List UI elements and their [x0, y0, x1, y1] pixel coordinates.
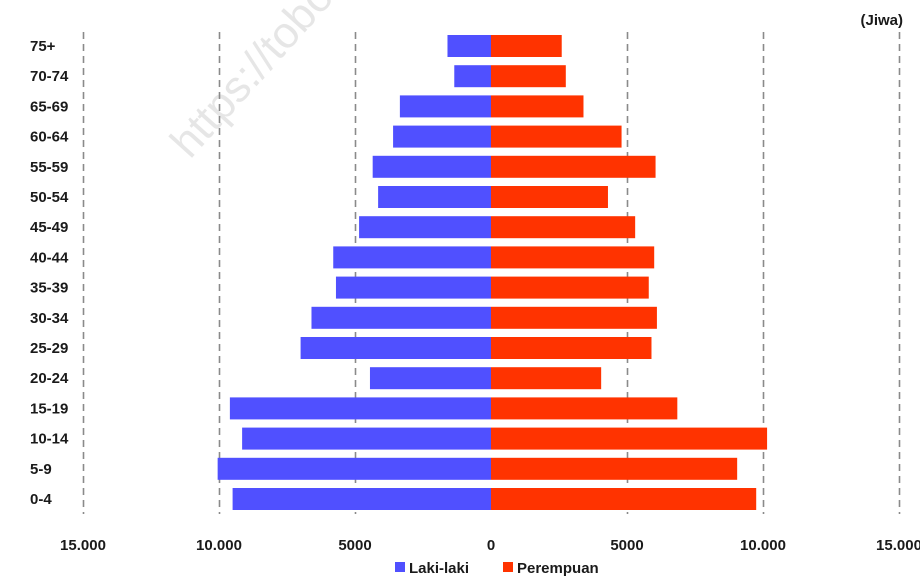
- watermark: https://tobo: [161, 0, 343, 167]
- bar-perempuan-70-74: [491, 65, 566, 88]
- y-tick-label: 25-29: [30, 340, 68, 357]
- bar-laki-laki-15-19: [229, 397, 491, 420]
- bar-laki-laki-10-14: [242, 427, 491, 450]
- bar-perempuan-45-49: [491, 216, 636, 239]
- legend-label-laki-laki: Laki-laki: [409, 560, 469, 577]
- bar-laki-laki-45-49: [359, 216, 491, 239]
- bar-perempuan-65-69: [491, 95, 584, 118]
- x-tick-label: 0: [487, 537, 495, 554]
- y-tick-label: 20-24: [30, 370, 69, 387]
- bar-laki-laki-25-29: [300, 337, 491, 359]
- y-tick-label: 60-64: [30, 129, 69, 146]
- bar-laki-laki-50-54: [378, 186, 491, 208]
- y-axis-labels: 0-4 5-9 10-14 15-19 20-24 25-29 30-34 35-39 40-4…: [30, 38, 69, 508]
- bar-perempuan-5-9: [491, 457, 738, 480]
- legend-swatch-laki-laki: [395, 562, 405, 572]
- bar-perempuan-60-64: [491, 125, 622, 148]
- bar-perempuan-50-54: [491, 186, 608, 208]
- x-tick-label: 5000: [610, 537, 643, 554]
- y-tick-label: 0-4: [30, 491, 52, 508]
- unit-label: (Jiwa): [860, 12, 903, 29]
- bar-laki-laki-75+: [447, 35, 491, 57]
- bar-perempuan-30-34: [491, 306, 657, 329]
- bar-laki-laki-70-74: [454, 65, 491, 88]
- bar-laki-laki-65-69: [399, 95, 491, 118]
- bar-perempuan-25-29: [491, 337, 652, 359]
- y-tick-label: 10-14: [30, 431, 69, 448]
- legend-label-perempuan: Perempuan: [517, 560, 599, 577]
- y-tick-label: 5-9: [30, 461, 52, 478]
- legend-swatch-perempuan: [503, 562, 513, 572]
- x-tick-label: 5000: [338, 537, 371, 554]
- y-tick-label: 35-39: [30, 280, 68, 297]
- bar-laki-laki-55-59: [372, 155, 491, 178]
- bar-perempuan-0-4: [491, 488, 757, 510]
- bar-laki-laki-40-44: [333, 246, 491, 269]
- bar-perempuan-75+: [491, 35, 562, 57]
- bar-laki-laki-30-34: [311, 306, 491, 329]
- legend: Laki-laki Perempuan: [395, 560, 599, 577]
- bars: [217, 35, 768, 510]
- x-tick-label: 15.000: [876, 537, 920, 554]
- bar-perempuan-55-59: [491, 155, 656, 178]
- y-tick-label: 15-19: [30, 400, 68, 417]
- bar-laki-laki-60-64: [393, 125, 491, 148]
- x-tick-label: 15.000: [60, 537, 106, 554]
- y-tick-label: 70-74: [30, 68, 69, 85]
- y-tick-label: 55-59: [30, 159, 68, 176]
- bar-laki-laki-20-24: [369, 367, 491, 390]
- y-tick-label: 65-69: [30, 98, 68, 115]
- bar-laki-laki-5-9: [217, 457, 491, 480]
- y-tick-label: 50-54: [30, 189, 69, 206]
- bar-perempuan-40-44: [491, 246, 655, 269]
- x-tick-label: 10.000: [196, 537, 242, 554]
- bar-perempuan-10-14: [491, 427, 768, 450]
- y-tick-label: 75+: [30, 38, 56, 55]
- y-tick-label: 40-44: [30, 249, 69, 266]
- bar-laki-laki-0-4: [232, 488, 491, 510]
- x-axis-labels: 15.000 10.000 5000 0 5000 10.000 15.000: [60, 537, 920, 554]
- y-tick-label: 45-49: [30, 219, 68, 236]
- y-tick-label: 30-34: [30, 310, 69, 327]
- bar-perempuan-15-19: [491, 397, 678, 420]
- x-tick-label: 10.000: [740, 537, 786, 554]
- bar-perempuan-20-24: [491, 367, 602, 390]
- bar-perempuan-35-39: [491, 276, 649, 299]
- bar-laki-laki-35-39: [335, 276, 491, 299]
